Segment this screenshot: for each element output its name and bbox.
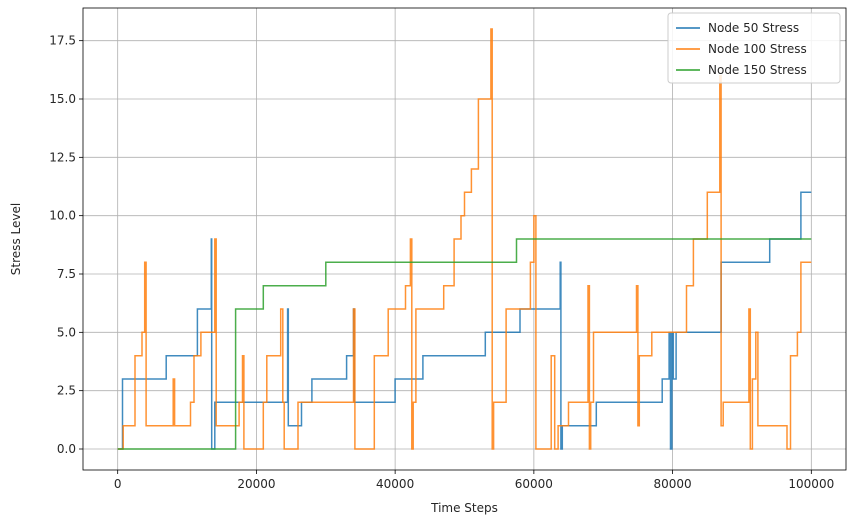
legend-label: Node 100 Stress: [708, 42, 807, 56]
y-tick-label: 10.0: [49, 209, 76, 223]
y-axis-label: Stress Level: [9, 203, 23, 275]
y-tick-label: 5.0: [57, 325, 76, 339]
x-axis-label: Time Steps: [430, 501, 498, 515]
x-tick-label: 60000: [515, 477, 553, 491]
x-tick-label: 80000: [653, 477, 691, 491]
legend-label: Node 50 Stress: [708, 21, 799, 35]
y-tick-label: 0.0: [57, 442, 76, 456]
x-tick-label: 40000: [376, 477, 414, 491]
y-tick-label: 12.5: [49, 150, 76, 164]
legend-label: Node 150 Stress: [708, 63, 807, 77]
series-line-3: [117, 238, 812, 450]
y-tick-label: 2.5: [57, 384, 76, 398]
plot-frame: [82, 7, 847, 471]
x-tick-label: 0: [114, 477, 122, 491]
x-tick-label: 100000: [788, 477, 834, 491]
x-tick-label: 20000: [237, 477, 275, 491]
y-tick-label: 17.5: [49, 34, 76, 48]
y-tick-label: 15.0: [49, 92, 76, 106]
legend: Node 50 Stress Node 100 Stress Node 150 St…: [667, 12, 841, 84]
legend-box: [667, 12, 841, 84]
series-line-2: [117, 28, 812, 450]
y-tick-label: 7.5: [57, 267, 76, 281]
series-lines: [117, 28, 812, 450]
axis-ticks: 0 20000 40000 60000 80000 100000 0.0 2.5 5.0 7.5 1…: [49, 34, 834, 491]
